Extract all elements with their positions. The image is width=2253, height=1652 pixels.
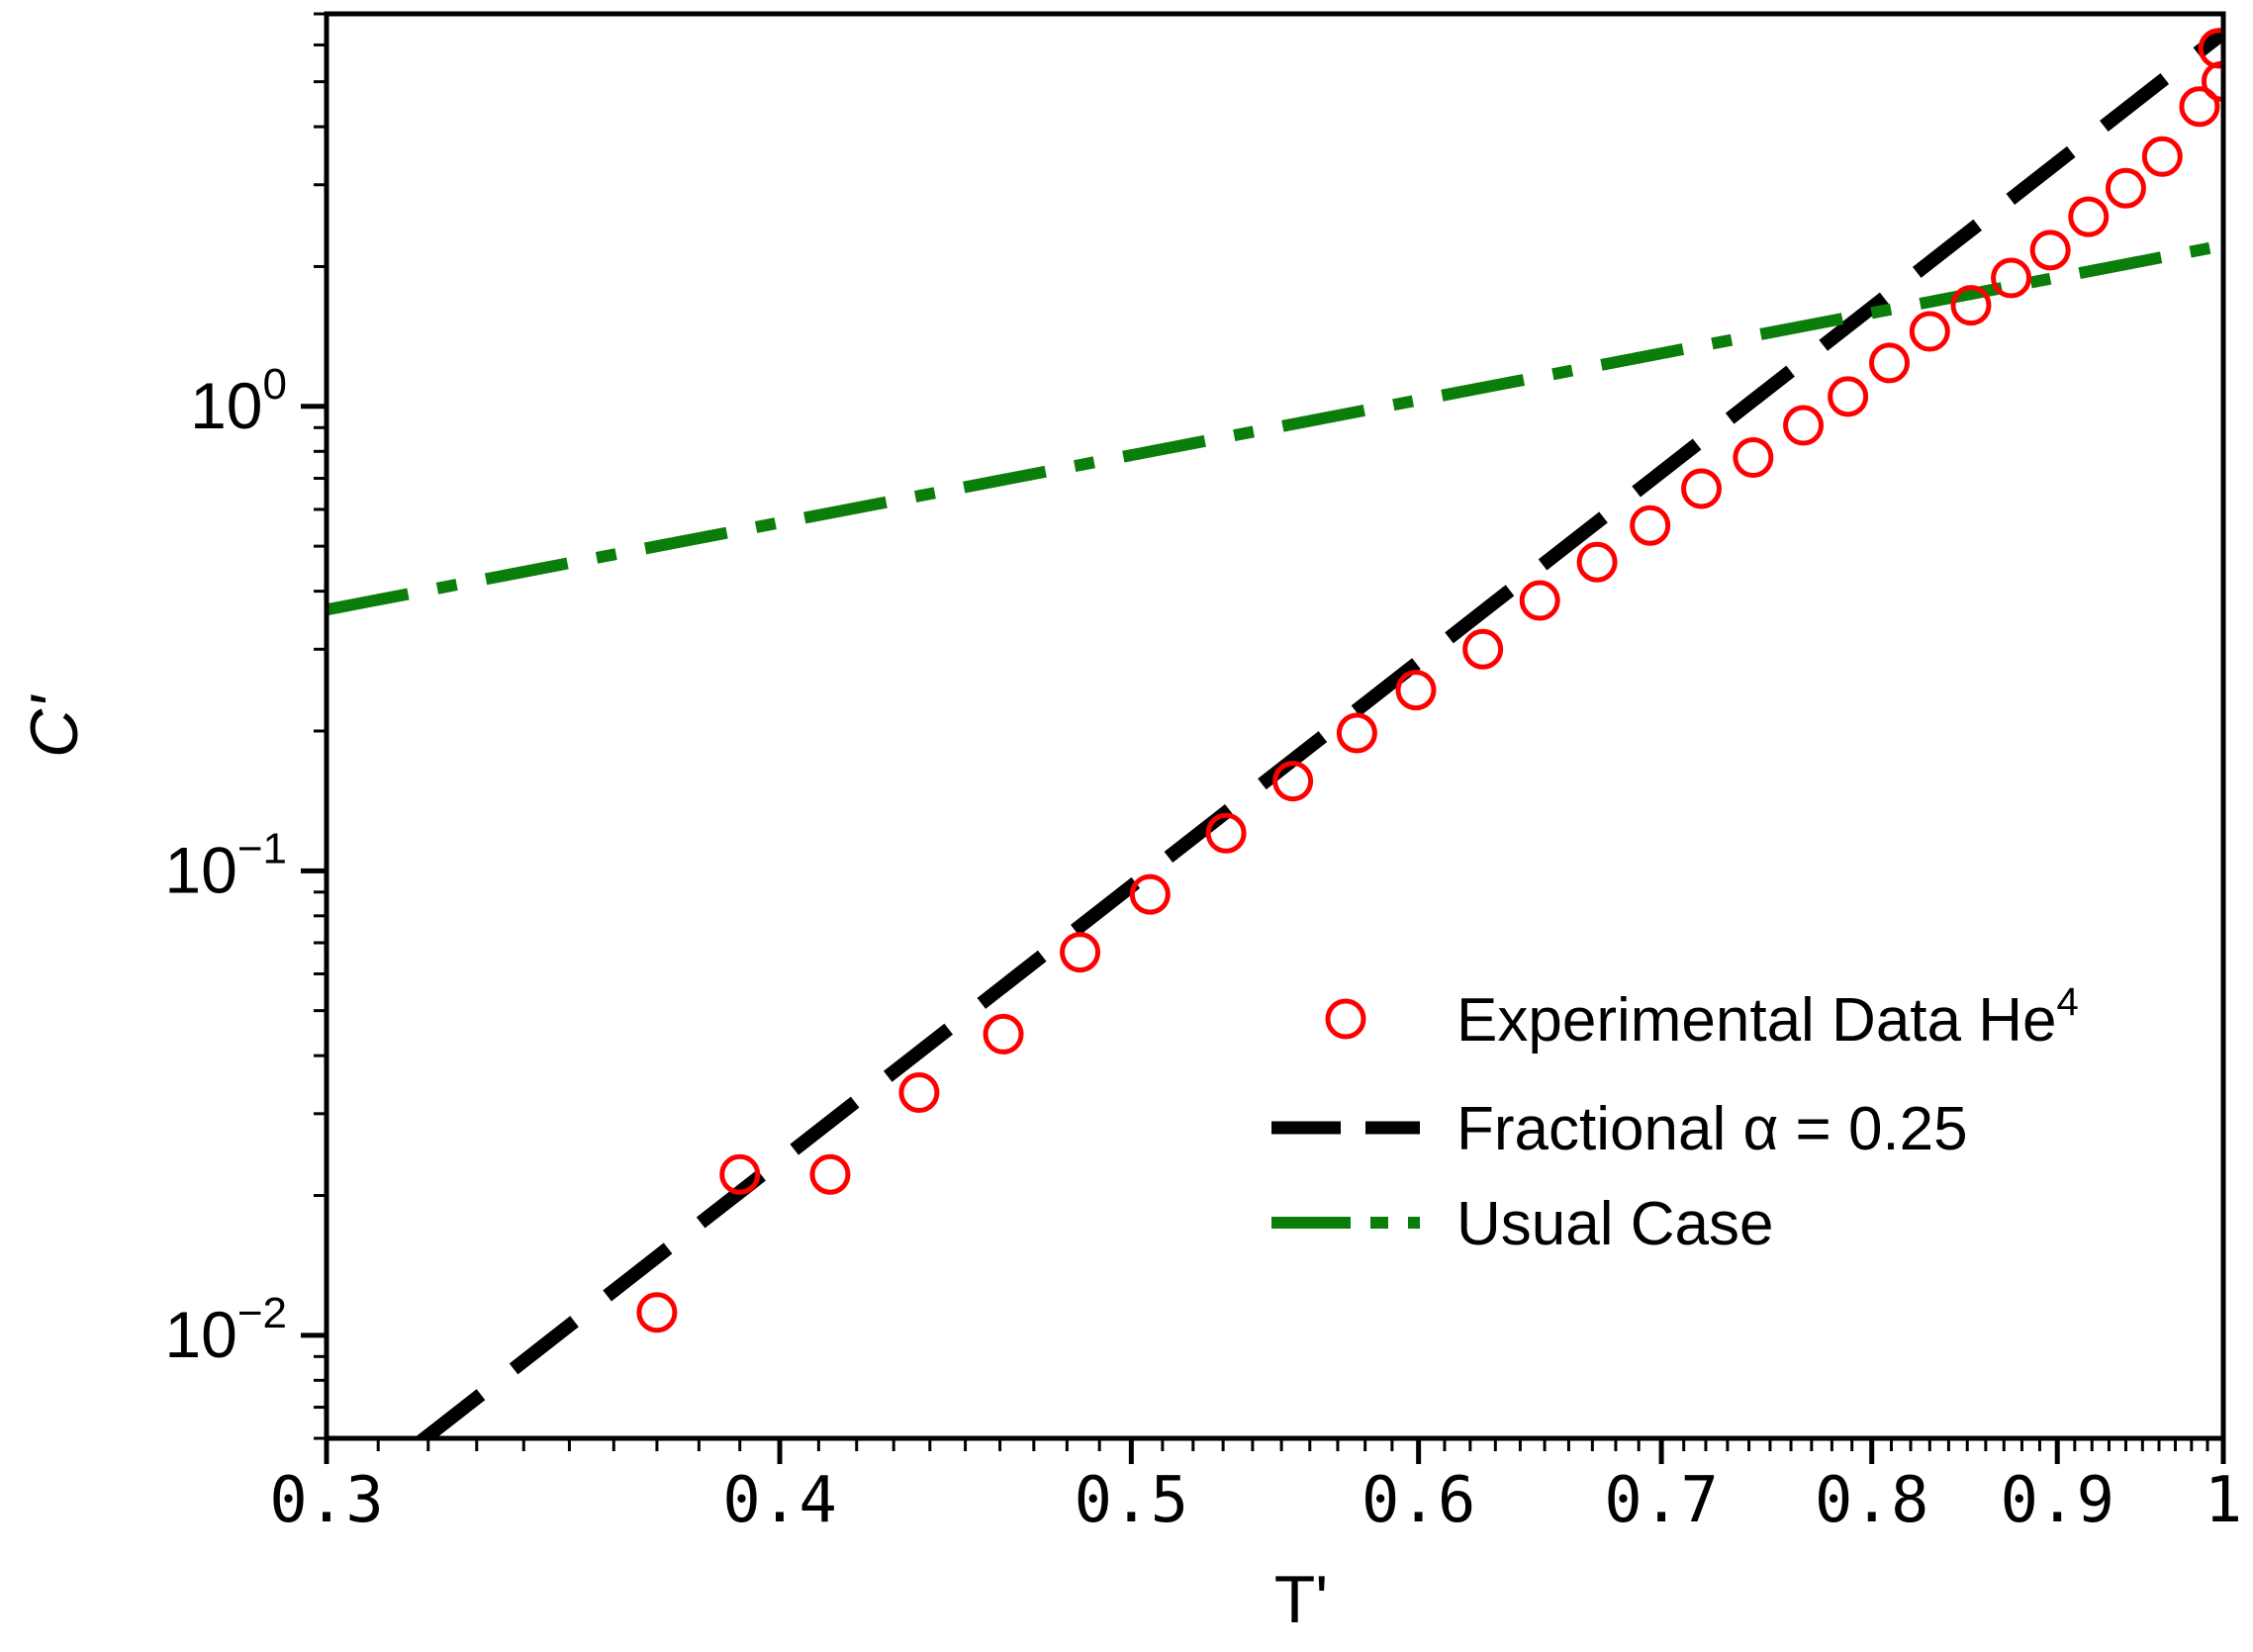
data-point	[809, 1153, 851, 1195]
data-point	[1869, 342, 1911, 384]
data-point	[636, 1292, 678, 1333]
legend: Experimental Data He4 Fractional α = 0.2…	[1271, 980, 2079, 1258]
x-tick-labels: 0.3 0.4 0.5 0.6 0.7 0.8 0.9 1	[269, 1464, 2242, 1537]
data-point	[2029, 229, 2071, 271]
x-tick-label: 0.3	[269, 1464, 384, 1537]
x-tick-label: 0.6	[1361, 1464, 1476, 1537]
data-point	[719, 1153, 761, 1195]
x-tick-label: 1	[2205, 1464, 2243, 1537]
data-point	[1205, 812, 1247, 854]
x-axis-ticks	[324, 1438, 2226, 1464]
legend-label-experimental: Experimental Data He4	[1456, 980, 2079, 1055]
legend-label-usual: Usual Case	[1456, 1190, 1773, 1258]
data-point	[1950, 285, 1992, 326]
legend-marker-experimental	[1325, 998, 1366, 1040]
data-point	[1576, 541, 1618, 583]
y-tick-label-base: 10	[164, 833, 236, 906]
data-point	[1395, 670, 1437, 711]
series-line-usual-case	[327, 239, 2223, 616]
y-tick-label-exponent: −2	[237, 1289, 287, 1337]
x-tick-label: 0.5	[1075, 1464, 1189, 1537]
data-point	[2068, 196, 2110, 237]
legend-label-fractional: Fractional α = 0.25	[1456, 1095, 1968, 1163]
x-tick-label: 0.8	[1815, 1464, 1929, 1537]
legend-label-experimental-main: Experimental Data He	[1456, 986, 2057, 1055]
plot-frame	[324, 11, 2226, 1441]
data-point	[983, 1013, 1024, 1055]
data-point	[1462, 628, 1504, 670]
x-axis-title: T'	[1274, 1562, 1329, 1637]
x-tick-label: 0.7	[1604, 1464, 1719, 1537]
y-tick-label-base: 10	[164, 1298, 236, 1371]
data-point	[898, 1072, 940, 1114]
data-point	[2179, 86, 2220, 128]
x-tick-label: 0.9	[2000, 1464, 2114, 1537]
data-point	[1681, 468, 1723, 509]
data-point	[2198, 28, 2223, 69]
y-tick-label-exponent: −1	[237, 824, 287, 872]
y-tick-label: 10−1	[164, 824, 287, 906]
y-axis-ticks	[301, 12, 327, 1440]
data-point	[1991, 257, 2032, 299]
data-point	[1336, 712, 1377, 754]
y-tick-label: 100	[190, 360, 287, 442]
y-tick-label-base: 10	[190, 369, 262, 442]
legend-label-experimental-sup: 4	[2057, 980, 2079, 1024]
data-point	[2105, 167, 2146, 209]
y-tick-label: 10−2	[164, 1289, 287, 1371]
data-point	[1129, 873, 1171, 915]
data-point	[1783, 405, 1825, 446]
data-point	[1909, 311, 1950, 352]
data-point	[1060, 932, 1101, 973]
plot-area	[327, 27, 2223, 1438]
data-point	[1272, 761, 1314, 802]
y-tick-label-exponent: 0	[263, 360, 287, 409]
data-point	[1519, 580, 1560, 621]
data-point	[1828, 376, 1869, 417]
x-tick-label: 0.4	[722, 1464, 837, 1537]
data-point	[2141, 136, 2183, 177]
data-point	[1630, 505, 1671, 546]
data-point	[1733, 437, 1774, 479]
y-axis-title: C'	[17, 694, 92, 758]
